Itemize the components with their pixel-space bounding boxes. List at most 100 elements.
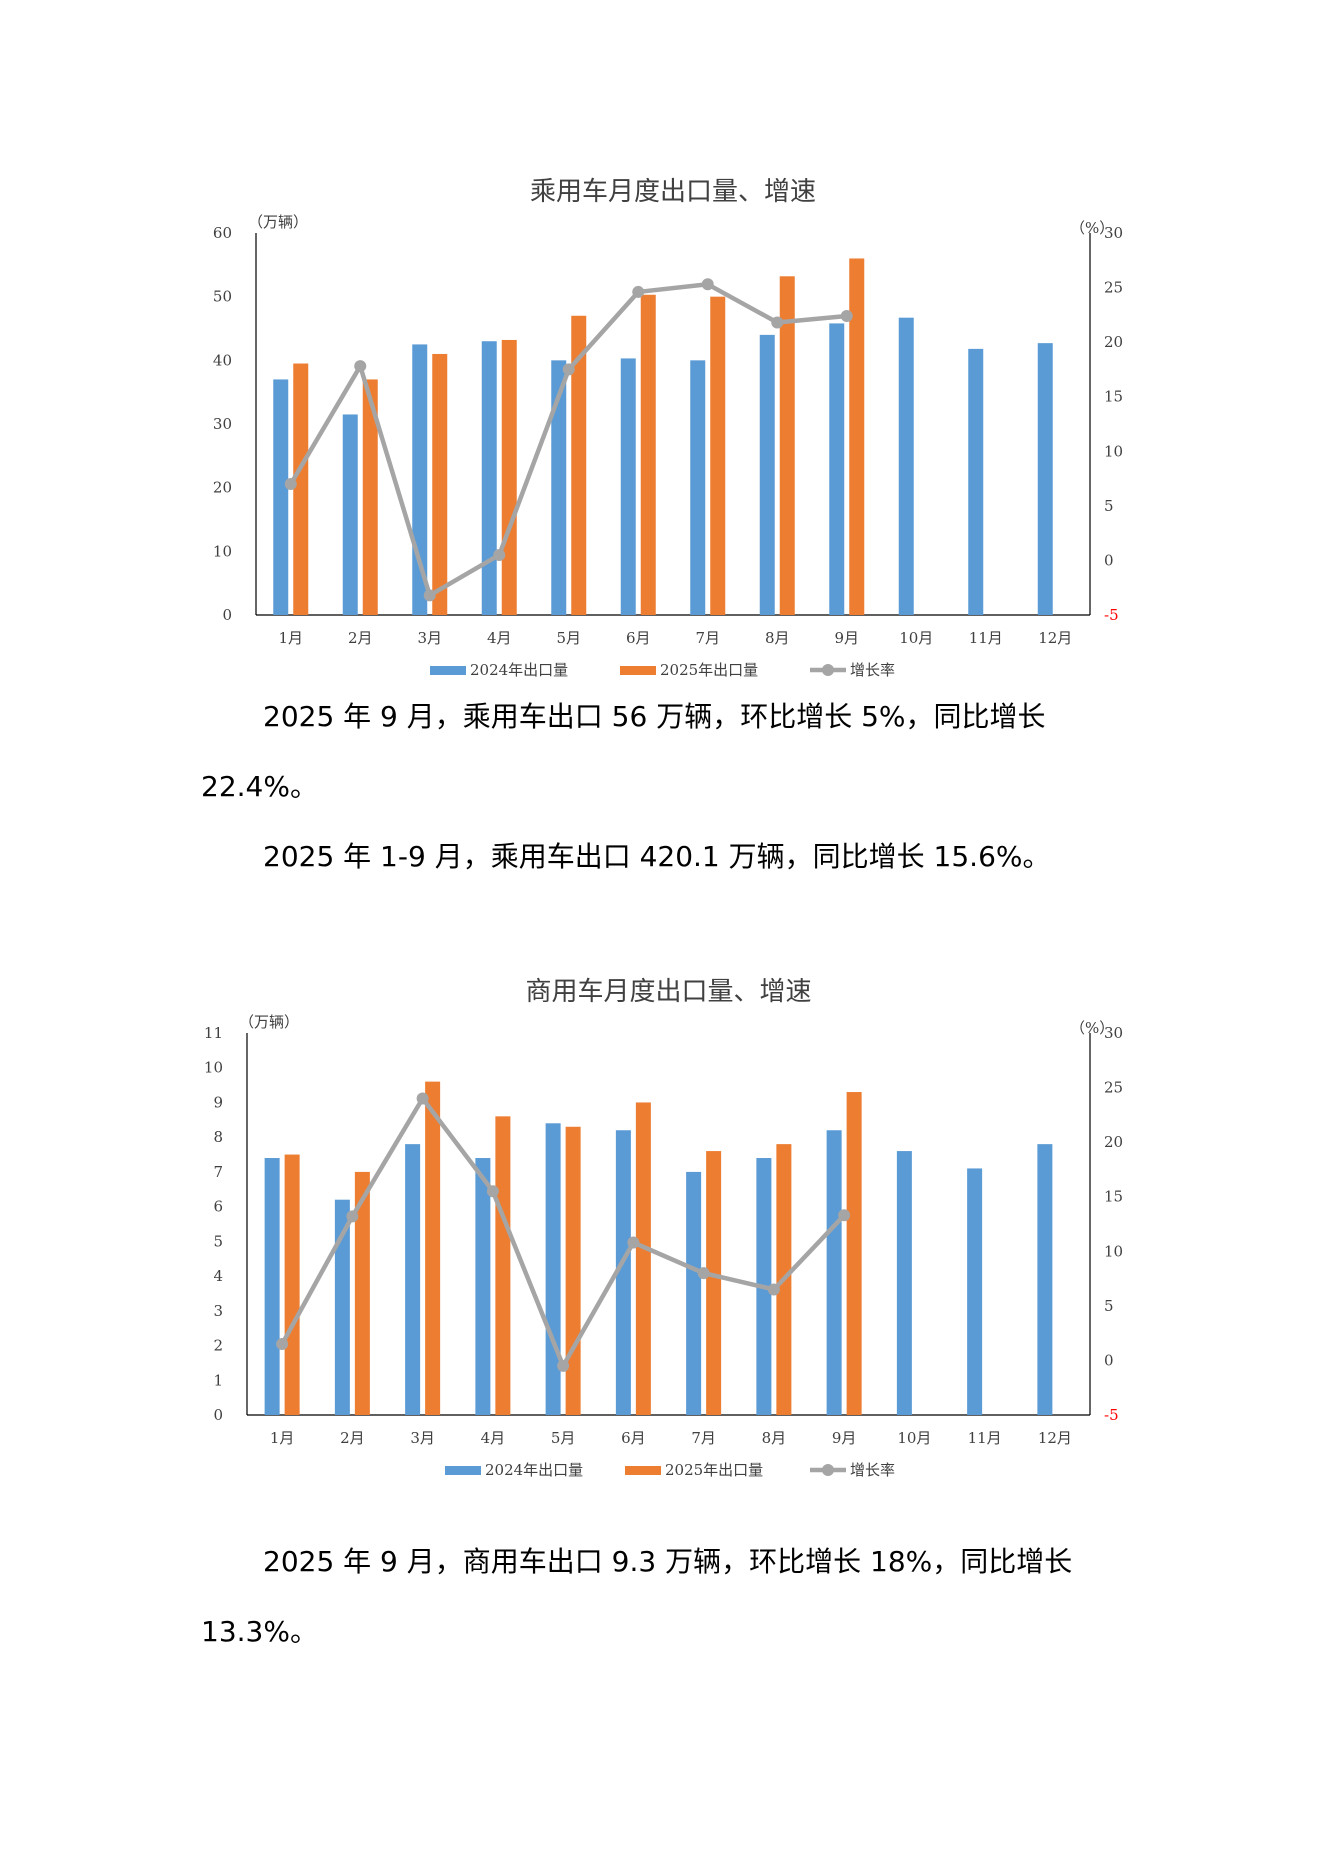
x-tick-label: 2月 — [340, 1429, 365, 1447]
y-tick-label: 3 — [213, 1302, 223, 1320]
growth-rate-point — [767, 1283, 780, 1296]
paragraph-passenger-monthly: 2025 年 9 月，乘用车出口 56 万辆，环比增长 5%，同比增长 — [263, 700, 1046, 733]
growth-rate-point — [557, 1359, 570, 1372]
growth-rate-point — [423, 589, 436, 602]
bar-2025 — [501, 339, 517, 615]
legend-label-2025: 2025年出口量 — [665, 1461, 763, 1479]
x-tick-label: 1月 — [278, 629, 303, 647]
bar-2024 — [967, 1168, 983, 1415]
bar-2025 — [640, 294, 656, 615]
y2-tick-label: 10 — [1104, 442, 1123, 460]
growth-rate-point — [697, 1267, 710, 1280]
growth-rate-point — [284, 478, 297, 491]
passenger-car-chart-svg: 乘用车月度出口量、增速 （万辆） （%） 0 10 20 30 40 50 60 -5 0 5 10 15 2… — [213, 177, 1123, 679]
y-tick-label: 1 — [213, 1371, 223, 1389]
y-axis-unit: （万辆） — [248, 213, 308, 231]
bar-2025 — [849, 258, 865, 615]
y-tick-label: 9 — [213, 1093, 223, 1111]
bar-2024 — [405, 1144, 421, 1415]
x-tick-label: 8月 — [765, 629, 790, 647]
x-tick-label: 4月 — [487, 629, 512, 647]
paragraph-passenger-ytd: 2025 年 1-9 月，乘用车出口 420.1 万辆，同比增长 15.6%。 — [263, 840, 1051, 873]
legend-label-growth: 增长率 — [850, 661, 895, 679]
x-tick-label: 11月 — [968, 1429, 1002, 1447]
bar-2025 — [779, 276, 795, 615]
bar-2025 — [706, 1151, 722, 1415]
y-tick-label: 60 — [213, 224, 232, 242]
growth-rate-point — [562, 363, 575, 376]
y2-tick-label: 15 — [1104, 1188, 1123, 1206]
y2-tick-label: -5 — [1104, 1406, 1119, 1424]
bar-2024 — [615, 1130, 631, 1415]
x-tick-label: 7月 — [695, 629, 720, 647]
bar-2025 — [284, 1154, 300, 1415]
y2-tick-label: 15 — [1104, 388, 1123, 406]
legend-swatch-growth-point — [822, 664, 834, 676]
x-tick-label: 8月 — [762, 1429, 787, 1447]
bar-2024 — [1037, 1144, 1053, 1415]
bar-2025 — [710, 296, 726, 615]
bar-2024 — [551, 360, 567, 615]
chart-title: 乘用车月度出口量、增速 — [530, 177, 816, 207]
y-tick-label: 10 — [213, 542, 232, 560]
bar-2025 — [495, 1116, 511, 1415]
bar-2024 — [690, 360, 706, 615]
y-tick-label: 6 — [213, 1198, 223, 1216]
growth-rate-point — [416, 1092, 429, 1105]
paragraph-commercial-monthly-cont: 13.3%。 — [201, 1615, 318, 1648]
growth-rate-point — [838, 1209, 851, 1222]
paragraph-commercial-monthly: 2025 年 9 月，商用车出口 9.3 万辆，环比增长 18%，同比增长 — [263, 1545, 1073, 1578]
legend-label-2025: 2025年出口量 — [660, 661, 758, 679]
x-tick-label: 2月 — [348, 629, 373, 647]
bar-2025 — [293, 363, 309, 615]
y2-tick-label: -5 — [1104, 606, 1119, 624]
bar-2025 — [425, 1081, 441, 1415]
x-tick-label: 7月 — [691, 1429, 716, 1447]
y2-axis-unit: （%） — [1070, 219, 1114, 237]
bar-2024 — [620, 358, 636, 615]
x-tick-label: 9月 — [834, 629, 859, 647]
growth-rate-point — [632, 285, 645, 298]
y-tick-label: 11 — [204, 1024, 223, 1042]
growth-rate-point — [840, 309, 853, 322]
bar-2024 — [968, 348, 984, 615]
legend-swatch-2025 — [625, 1466, 661, 1475]
x-tick-label: 4月 — [481, 1429, 506, 1447]
passenger-car-chart: 乘用车月度出口量、增速 （万辆） （%） 0 10 20 30 40 50 60 -5 0 5 10 15 2… — [0, 160, 1323, 690]
bar-2025 — [565, 1126, 581, 1415]
y-tick-label: 10 — [204, 1059, 223, 1077]
x-tick-label: 3月 — [410, 1429, 435, 1447]
y-tick-label: 7 — [213, 1163, 223, 1181]
y-tick-label: 4 — [213, 1267, 223, 1285]
growth-rate-point — [486, 1185, 499, 1198]
x-tick-label: 3月 — [417, 629, 442, 647]
y-tick-label: 50 — [213, 288, 232, 306]
y2-tick-label: 30 — [1104, 224, 1123, 242]
bar-2024 — [1037, 343, 1053, 615]
x-tick-label: 10月 — [897, 1429, 931, 1447]
bar-2025 — [571, 315, 587, 615]
growth-rate-point — [346, 1210, 359, 1223]
y2-axis-unit: （%） — [1070, 1019, 1114, 1037]
y-tick-label: 2 — [213, 1337, 223, 1355]
bar-2024 — [481, 341, 497, 615]
y2-tick-label: 20 — [1104, 1133, 1123, 1151]
y2-tick-label: 5 — [1104, 1297, 1114, 1315]
y-axis-unit: （万辆） — [239, 1013, 299, 1031]
bar-2025 — [432, 353, 448, 615]
y-tick-label: 5 — [213, 1232, 223, 1250]
bar-2025 — [846, 1092, 862, 1415]
y2-tick-label: 5 — [1104, 497, 1114, 515]
commercial-vehicle-chart: 商用车月度出口量、增速 （万辆） （%） 0 1 2 3 4 5 6 7 8 9 10 11 -5 0 5 10 15… — [0, 960, 1323, 1490]
chart-title: 商用车月度出口量、增速 — [525, 977, 811, 1007]
y2-tick-label: 0 — [1104, 551, 1114, 569]
x-tick-label: 6月 — [621, 1429, 646, 1447]
y-tick-label: 0 — [222, 606, 232, 624]
y-tick-label: 8 — [213, 1128, 223, 1146]
y-tick-label: 40 — [213, 351, 232, 369]
x-tick-label: 1月 — [270, 1429, 295, 1447]
bar-2024 — [475, 1158, 491, 1415]
bar-2024 — [273, 379, 289, 615]
y2-tick-label: 30 — [1104, 1024, 1123, 1042]
bar-2024 — [264, 1158, 280, 1415]
